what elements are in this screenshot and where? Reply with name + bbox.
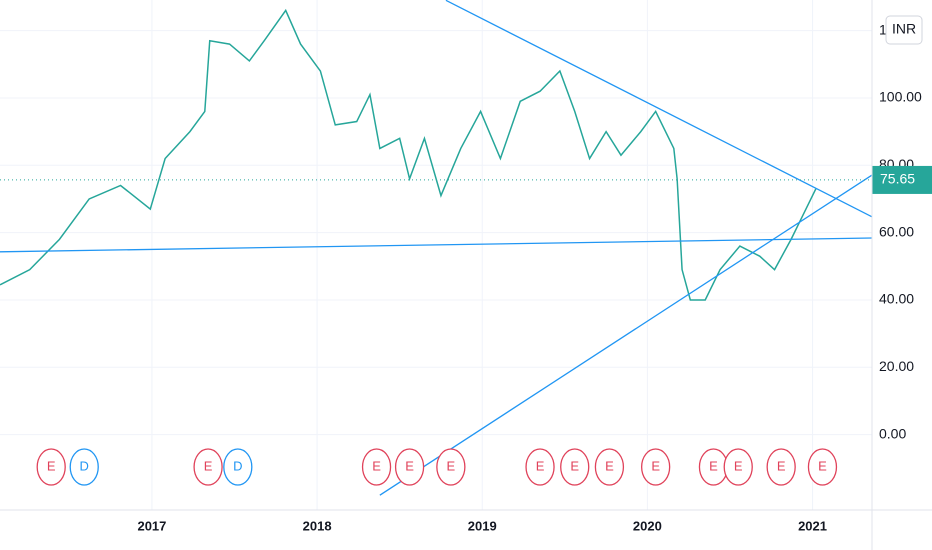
currency-label: INR (892, 21, 916, 37)
event-label: E (818, 458, 827, 473)
trend-line (0, 237, 872, 253)
currency-box (885, 15, 923, 45)
event-label: E (47, 458, 56, 473)
x-tick-label: 2019 (468, 518, 497, 533)
event-label: E (777, 458, 786, 473)
y-tick-label: 40.00 (879, 291, 914, 307)
x-tick-label: 2021 (798, 518, 827, 533)
event-label: E (709, 458, 718, 473)
event-marker (723, 448, 753, 486)
event-marker (361, 448, 392, 486)
y-tick-label: 20.00 (879, 358, 914, 374)
event-marker (594, 448, 625, 486)
event-marker (560, 448, 590, 486)
event-label: E (605, 458, 614, 473)
event-marker (394, 448, 425, 486)
event-label: E (204, 458, 213, 473)
event-label: E (372, 458, 381, 473)
event-label: E (734, 458, 743, 473)
last-price-label: 75.65 (880, 171, 915, 187)
event-label: E (405, 458, 414, 473)
event-marker (766, 448, 796, 486)
event-marker (807, 448, 838, 486)
y-tick-label: 100.00 (879, 89, 922, 105)
y-tick-label: 0.00 (879, 425, 906, 441)
event-marker (69, 448, 99, 486)
event-label: D (233, 458, 242, 473)
event-marker (436, 448, 466, 486)
trend-line (445, 0, 872, 218)
event-label: E (570, 458, 579, 473)
event-marker (641, 448, 671, 486)
trend-line (379, 174, 872, 496)
event-marker (193, 448, 223, 486)
event-marker (223, 448, 253, 486)
x-tick-label: 2018 (303, 518, 332, 533)
event-marker (525, 448, 555, 486)
x-tick-label: 2017 (137, 518, 166, 533)
event-label: E (651, 458, 660, 473)
event-label: E (447, 458, 456, 473)
event-marker (36, 448, 66, 486)
y-tick-label: 60.00 (879, 223, 914, 239)
x-tick-label: 2020 (633, 518, 662, 533)
event-label: E (536, 458, 545, 473)
price-line (0, 8, 817, 301)
last-price-box (872, 165, 932, 194)
event-label: D (80, 458, 89, 473)
